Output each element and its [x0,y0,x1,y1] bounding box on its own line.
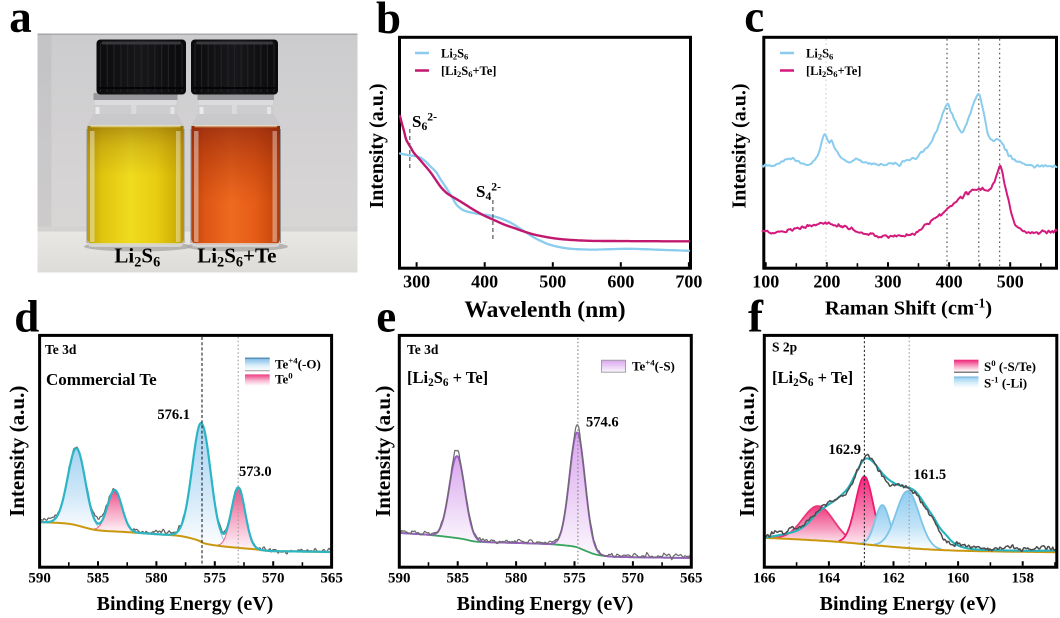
svg-text:500: 500 [997,271,1024,291]
svg-text:[Li2​S6​ + Te]: [Li2​S6​ + Te] [772,368,853,389]
svg-text:e: e [376,292,396,342]
svg-text:Te 3d: Te 3d [45,342,77,357]
svg-text:160: 160 [947,571,970,587]
svg-text:580: 580 [145,571,168,587]
svg-text:585: 585 [446,571,469,587]
svg-text:576.1: 576.1 [157,407,190,423]
svg-text:Intensity (a.u.): Intensity (a.u.) [366,83,388,208]
svg-text:Te+4​(-S): Te+4​(-S) [632,358,675,374]
svg-text:Te 3d: Te 3d [407,342,439,357]
svg-text:[Li2​S6​+Te]: [Li2​S6​+Te] [441,64,496,79]
svg-text:100: 100 [752,271,779,291]
svg-text:573.0: 573.0 [239,464,272,480]
svg-text:400: 400 [471,271,498,291]
svg-text:[Li2​S6​+Te]: [Li2​S6​+Te] [806,64,861,79]
svg-text:162: 162 [882,571,905,587]
svg-text:Li2​S6​: Li2​S6​ [441,47,468,62]
svg-text:Li2​S6​+Te: Li2​S6​+Te [197,244,276,271]
svg-text:166: 166 [753,571,776,587]
svg-text:162.9: 162.9 [828,442,861,458]
svg-text:f: f [748,292,764,342]
svg-text:158: 158 [1011,571,1034,587]
svg-text:Raman Shift (cm-1): Raman Shift (cm-1) [825,296,992,320]
svg-text:Te+4​(-O): Te+4​(-O) [275,356,321,372]
svg-text:300: 300 [874,271,901,291]
svg-text:Binding Energy (eV): Binding Energy (eV) [97,593,274,615]
svg-text:Intensity (a.u.): Intensity (a.u.) [5,386,29,517]
svg-text:d: d [14,292,39,342]
svg-text:S6​2-​: S6​2-​ [412,111,437,134]
svg-text:500: 500 [539,271,566,291]
svg-text:S 2p: S 2p [772,340,797,355]
svg-text:590: 590 [28,571,51,587]
svg-text:Intensity (a.u.): Intensity (a.u.) [371,386,395,517]
svg-text:565: 565 [320,571,343,587]
svg-text:Li2​S6​: Li2​S6​ [806,47,833,62]
svg-text:700: 700 [675,271,702,291]
svg-text:161.5: 161.5 [914,467,947,483]
svg-text:570: 570 [262,571,285,587]
svg-text:574.6: 574.6 [586,415,619,431]
svg-text:S0​ (-S/Te): S0​ (-S/Te) [984,358,1036,374]
svg-text:[Li2​S6​ + Te]: [Li2​S6​ + Te] [407,368,488,389]
svg-text:580: 580 [505,571,528,587]
svg-text:570: 570 [622,571,645,587]
svg-text:575: 575 [204,571,227,587]
svg-text:Wavelenth (nm): Wavelenth (nm) [464,297,625,323]
svg-text:Binding Energy (eV): Binding Energy (eV) [457,593,634,615]
svg-text:300: 300 [403,271,430,291]
svg-text:Binding Energy (eV): Binding Energy (eV) [820,593,997,615]
svg-text:600: 600 [607,271,634,291]
svg-text:Commercial Te: Commercial Te [46,370,157,389]
svg-text:b: b [376,0,401,43]
svg-text:Intensity (a.u.): Intensity (a.u.) [735,386,759,517]
svg-text:585: 585 [87,571,110,587]
svg-text:c: c [744,0,764,42]
svg-text:575: 575 [563,571,586,587]
svg-text:200: 200 [813,271,840,291]
svg-text:Intensity (a.u.): Intensity (a.u.) [729,83,751,208]
svg-text:590: 590 [388,571,411,587]
svg-text:S-1​ (-Li): S-1​ (-Li) [984,374,1027,390]
svg-text:164: 164 [818,571,841,587]
svg-text:Te0​: Te0​ [275,371,293,387]
svg-text:a: a [9,0,32,42]
svg-text:S4​2-​: S4​2-​ [476,181,501,204]
svg-text:Li2​S6​: Li2​S6​ [114,244,160,271]
svg-text:400: 400 [936,271,963,291]
svg-text:565: 565 [680,571,703,587]
